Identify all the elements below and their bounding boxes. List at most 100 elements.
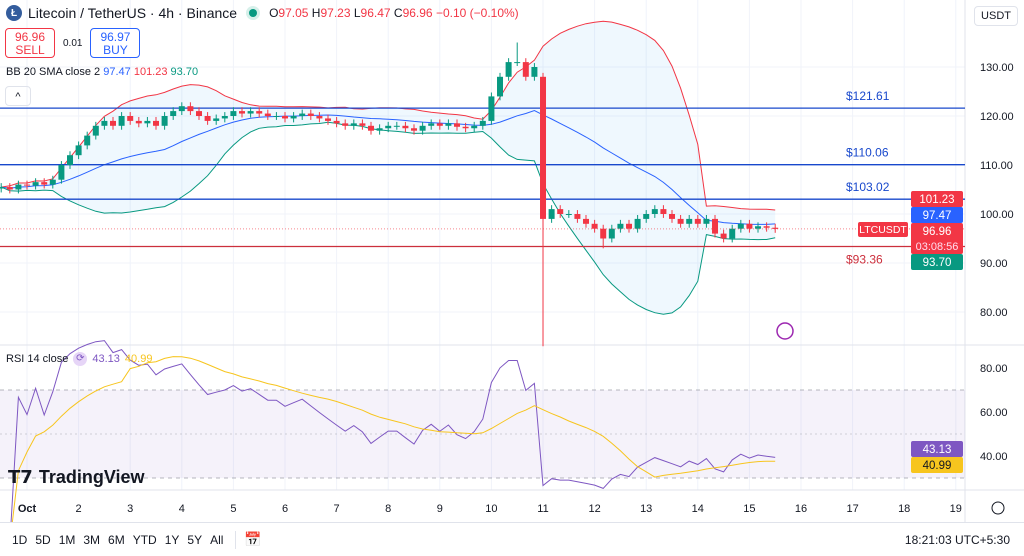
candle-body xyxy=(574,214,581,219)
rsi-tick-label: 60.00 xyxy=(980,407,1008,419)
candle-body xyxy=(161,116,168,126)
range-1d[interactable]: 1D xyxy=(12,532,28,547)
time-tick-label: 3 xyxy=(127,503,133,515)
horizontal-line-label: $103.02 xyxy=(846,180,890,194)
range-5y[interactable]: 5Y xyxy=(187,532,203,547)
sell-button[interactable]: 96.96 SELL xyxy=(5,28,55,58)
candle-body xyxy=(411,128,418,131)
range-5d[interactable]: 5D xyxy=(35,532,51,547)
candle-body xyxy=(84,135,91,146)
candle-body xyxy=(600,228,607,239)
chevron-up-icon: ^ xyxy=(15,91,21,103)
candle-body xyxy=(368,125,375,131)
range-ytd[interactable]: YTD xyxy=(132,532,157,547)
candle-body xyxy=(737,223,744,229)
rsi-tick-label: 40.00 xyxy=(980,451,1008,463)
candle-body xyxy=(436,123,443,126)
basis-tag: 97.47 xyxy=(923,210,952,222)
refresh-icon[interactable]: ⟳ xyxy=(73,352,88,366)
candle-body xyxy=(247,111,254,114)
candle-body xyxy=(333,120,340,124)
candle-body xyxy=(299,113,306,116)
chart-canvas[interactable]: $121.61$110.06$103.02$93.3680.0090.00100… xyxy=(0,0,1024,522)
tradingview-logo[interactable]: 𝗧𝟳 TradingView xyxy=(8,467,145,487)
range-1y[interactable]: 1Y xyxy=(164,532,180,547)
candle-body xyxy=(462,126,469,129)
candle-body xyxy=(686,218,693,224)
time-tick-label: 9 xyxy=(437,503,443,515)
candle-body xyxy=(32,182,39,186)
candle-body xyxy=(221,116,228,119)
symbol-header: Ł Litecoin / TetherUS · 4h · Binance O97… xyxy=(6,5,519,21)
range-6m[interactable]: 6M xyxy=(108,532,125,547)
candle-body xyxy=(127,116,134,121)
price-tick-label: 120.00 xyxy=(980,111,1014,123)
candle-body xyxy=(41,182,48,185)
time-tick-label: 8 xyxy=(385,503,391,515)
candle-body xyxy=(264,113,271,116)
currency-button[interactable]: USDT xyxy=(974,6,1018,26)
candle-body xyxy=(531,67,538,77)
market-status-icon xyxy=(249,9,258,17)
candle-body xyxy=(342,123,349,126)
symbol-title[interactable]: Litecoin / TetherUS · 4h · Binance xyxy=(28,5,238,21)
candle-body xyxy=(514,62,521,64)
candle-body xyxy=(213,118,220,121)
horizontal-line-label: $121.61 xyxy=(846,89,890,103)
candle-body xyxy=(230,111,237,116)
time-tick-label: 15 xyxy=(743,503,755,515)
candle-body xyxy=(325,118,332,121)
lower-band-tag-bg xyxy=(911,254,963,270)
candle-body xyxy=(239,111,246,114)
rsi-band xyxy=(0,390,965,478)
collapse-legend-button[interactable]: ^ xyxy=(5,86,31,106)
bb-fill xyxy=(1,21,776,315)
candle-body xyxy=(316,116,323,119)
ohlc-readout: O97.05 H97.23 L96.47 C96.96 −0.10 (−0.10… xyxy=(269,6,519,20)
candle-body xyxy=(67,155,74,165)
candle-body xyxy=(720,233,727,239)
bottom-toolbar: 1D 5D 1M 3M 6M YTD 1Y 5Y All 📅 18:21:03 UTC+5:30 xyxy=(0,522,1024,556)
candle-body xyxy=(153,120,160,126)
range-3m[interactable]: 3M xyxy=(83,532,101,547)
candle-body xyxy=(669,214,676,219)
candle-body xyxy=(110,120,117,126)
last-price-tag-bg xyxy=(911,223,963,254)
bb-legend[interactable]: BB 20 SMA close 2 97.47 101.23 93.70 xyxy=(6,66,199,78)
candle-body xyxy=(643,214,650,219)
candle-body xyxy=(385,125,392,129)
candle-body xyxy=(634,218,641,229)
symbol-tag: LTCUSDT xyxy=(859,224,907,236)
candle-body xyxy=(729,228,736,239)
candle-body xyxy=(359,123,366,126)
candle-body xyxy=(15,184,22,190)
candle-body xyxy=(583,218,590,224)
time-tick-label: 13 xyxy=(640,503,652,515)
range-all[interactable]: All xyxy=(210,532,224,547)
candle-body xyxy=(49,179,56,185)
candle-body xyxy=(290,116,297,119)
rsi-tick-label: 80.00 xyxy=(980,363,1008,375)
candle-body xyxy=(92,125,99,136)
candle-body xyxy=(651,209,658,214)
candle-body xyxy=(204,116,211,121)
rsi-value-tag: 43.13 xyxy=(923,444,952,456)
candle-body xyxy=(454,123,461,127)
candle-body xyxy=(144,120,151,124)
candle-body xyxy=(694,218,701,224)
go-to-date-icon[interactable]: 📅 xyxy=(244,531,262,547)
candle-body xyxy=(307,113,314,116)
candle-body xyxy=(282,116,289,119)
candle-body xyxy=(505,62,512,77)
candle-body xyxy=(402,125,409,129)
buy-button[interactable]: 96.97 BUY xyxy=(90,28,141,58)
rsi-legend[interactable]: RSI 14 close ⟳ 43.13 40.99 xyxy=(6,352,153,366)
clock[interactable]: 18:21:03 UTC+5:30 xyxy=(904,532,1010,547)
settings-gear-icon[interactable] xyxy=(991,501,1005,515)
litecoin-logo-icon: Ł xyxy=(6,5,22,21)
range-1m[interactable]: 1M xyxy=(58,532,76,547)
candle-body xyxy=(24,184,31,186)
horizontal-line-label: $110.06 xyxy=(846,146,889,160)
time-tick-label: 11 xyxy=(537,503,548,515)
candle-body xyxy=(746,223,753,229)
